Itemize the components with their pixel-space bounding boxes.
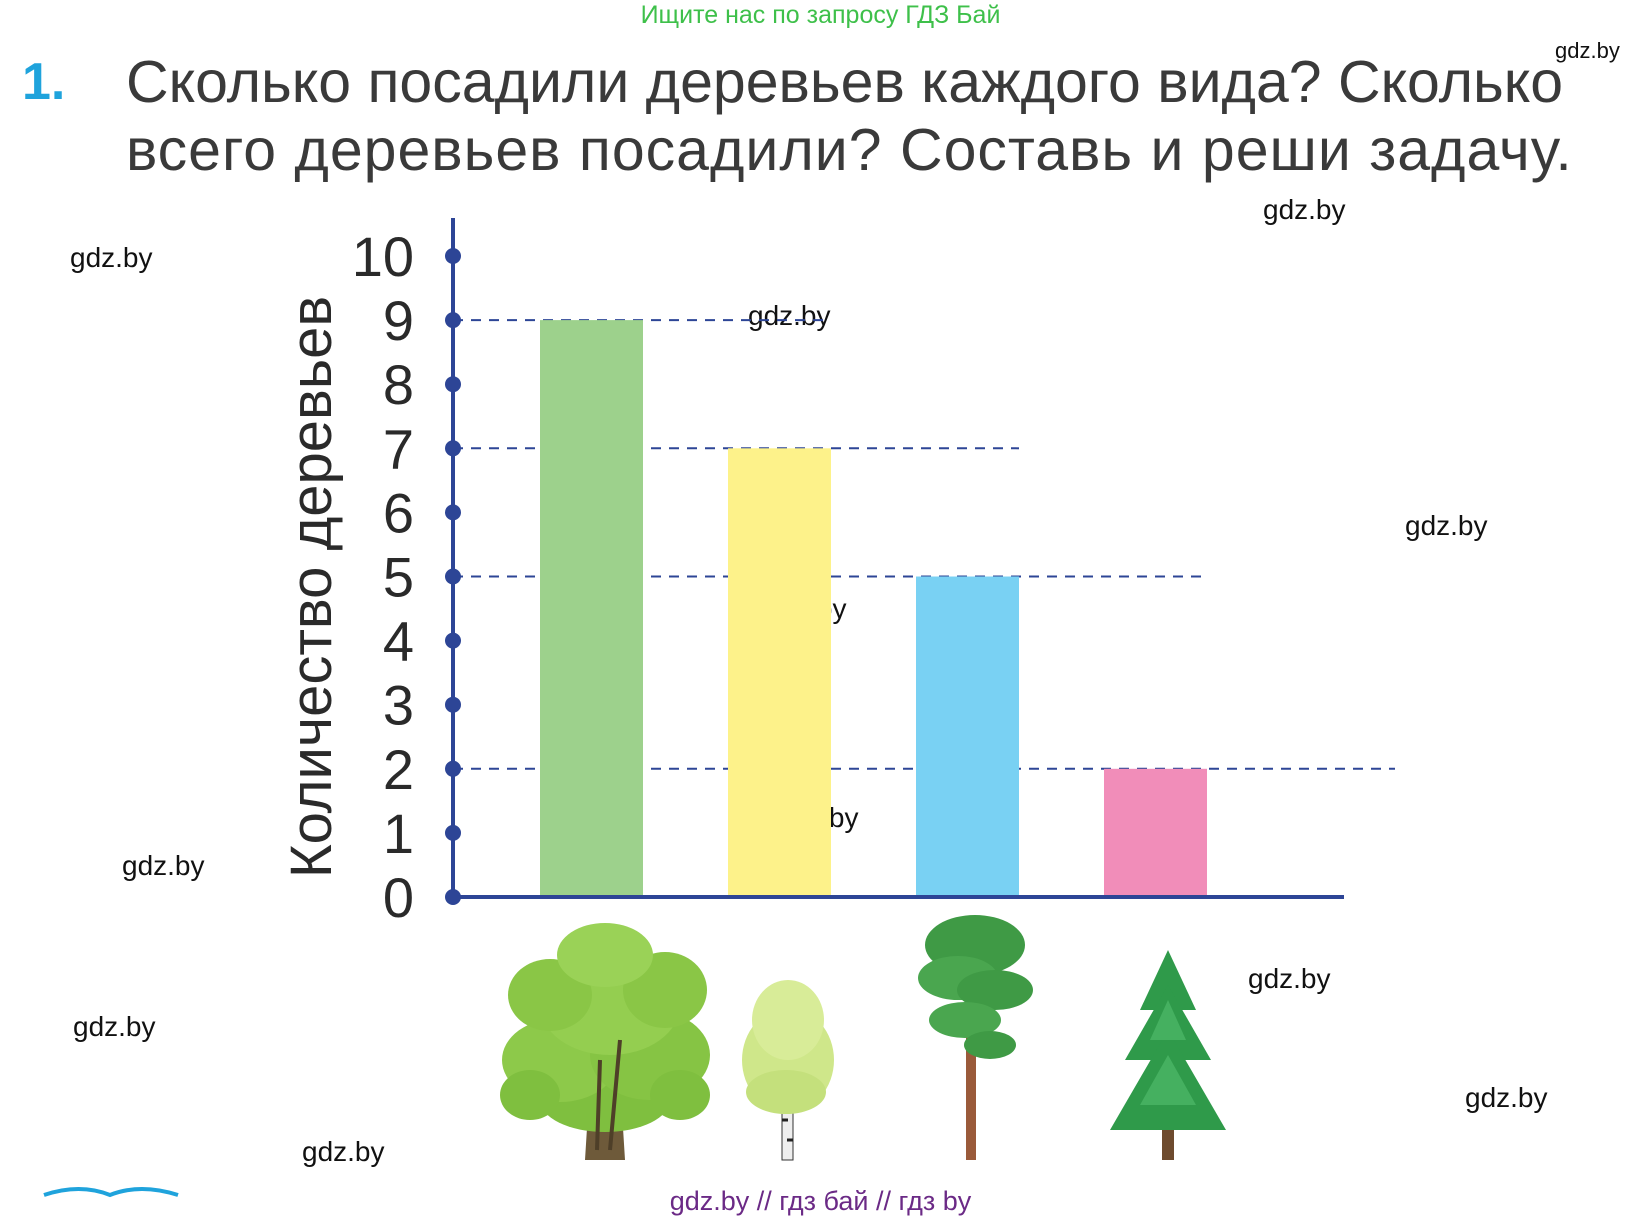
watermark: gdz.by [1465, 1082, 1548, 1113]
y-tick-label: 4 [383, 610, 414, 673]
y-tick-dot [445, 376, 461, 393]
bar-pine-tree [916, 576, 1019, 897]
y-tick-label: 9 [383, 289, 414, 352]
watermark: gdz.by [1263, 194, 1346, 225]
y-tick-dot [445, 889, 461, 905]
spruce-tree-icon [1110, 950, 1226, 1160]
watermark: gdz.by [73, 1011, 156, 1042]
task-line-2: всего деревьев посадили? Составь и реши … [126, 117, 1573, 183]
y-axis-label: Количество деревьев [279, 296, 344, 878]
bar-spruce-tree [1104, 768, 1207, 897]
watermark: gdz.by [1405, 510, 1488, 541]
birch-tree-icon [742, 980, 834, 1161]
y-tick-dot [445, 824, 461, 841]
y-tick-dot [445, 504, 461, 521]
footer-links: gdz.by // гдз бай // гдз by [669, 1186, 972, 1216]
y-tick-dot [445, 248, 461, 264]
logo-fragment [43, 1187, 179, 1198]
bar-oak-tree [540, 320, 643, 898]
y-tick-dot [445, 632, 461, 649]
y-tick-label: 5 [383, 546, 414, 609]
y-tick-label: 3 [383, 674, 414, 737]
watermark: gdz.by [122, 850, 205, 881]
task-text: Сколько посадили деревьев каждого вида? … [126, 48, 1626, 184]
y-tick-label: 1 [383, 802, 414, 865]
y-tick-dot [445, 696, 461, 713]
y-tick-label: 7 [383, 417, 414, 480]
bar-birch-tree [728, 448, 831, 897]
watermark: gdz.by [70, 242, 153, 273]
y-tick-dot [445, 440, 461, 457]
watermark: gdz.by [1555, 38, 1620, 63]
y-tick-label: 0 [383, 866, 414, 929]
y-tick-dot [445, 568, 461, 585]
watermark: gdz.by [748, 300, 831, 331]
task-number: 1. [22, 53, 66, 111]
y-tick-label: 2 [383, 738, 414, 801]
pine-tree-icon [918, 915, 1033, 1160]
task-line-1: Сколько посадили деревьев каждого вида? … [126, 49, 1564, 115]
y-tick-label: 8 [383, 353, 414, 416]
axes [451, 218, 1344, 899]
promo-banner: Ищите нас по запросу ГДЗ Бай [640, 1, 1001, 29]
y-tick-label: 6 [383, 481, 414, 544]
oak-tree-icon [500, 923, 710, 1160]
y-tick-label: 10 [352, 225, 414, 288]
bars [540, 320, 1207, 898]
y-tick-dot [445, 760, 461, 777]
watermark: gdz.by [1248, 963, 1331, 994]
y-tick-dot [445, 312, 461, 329]
watermark: gdz.by [302, 1136, 385, 1167]
